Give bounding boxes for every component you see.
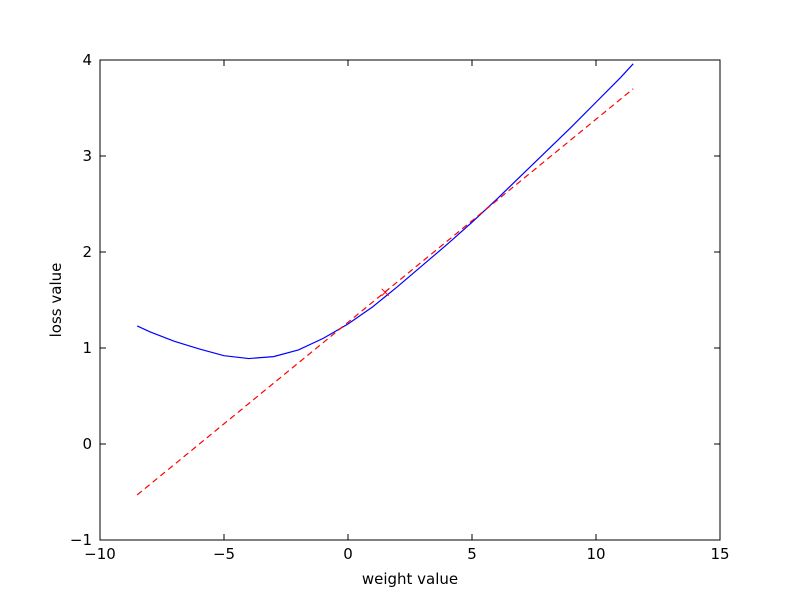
x-tick-label: 10 — [586, 545, 605, 563]
x-tick-label: −5 — [213, 545, 235, 563]
x-tick-label: 5 — [467, 545, 477, 563]
y-tick-label: 0 — [82, 435, 92, 453]
line — [136, 63, 634, 360]
x-tick-label: 15 — [710, 545, 729, 563]
y-axis-label: loss value — [47, 263, 65, 338]
x-tick-label: 0 — [343, 545, 353, 563]
x-tick-label: −10 — [84, 545, 116, 563]
y-tick-label: 2 — [82, 243, 92, 261]
marker — [381, 288, 390, 297]
x-axis-label: weight value — [362, 570, 458, 588]
y-tick-label: −1 — [70, 531, 92, 549]
y-tick-label: 4 — [82, 51, 92, 69]
y-tick-label: 3 — [82, 147, 92, 165]
y-tick-label: 1 — [82, 339, 92, 357]
plot-frame — [99, 59, 721, 541]
